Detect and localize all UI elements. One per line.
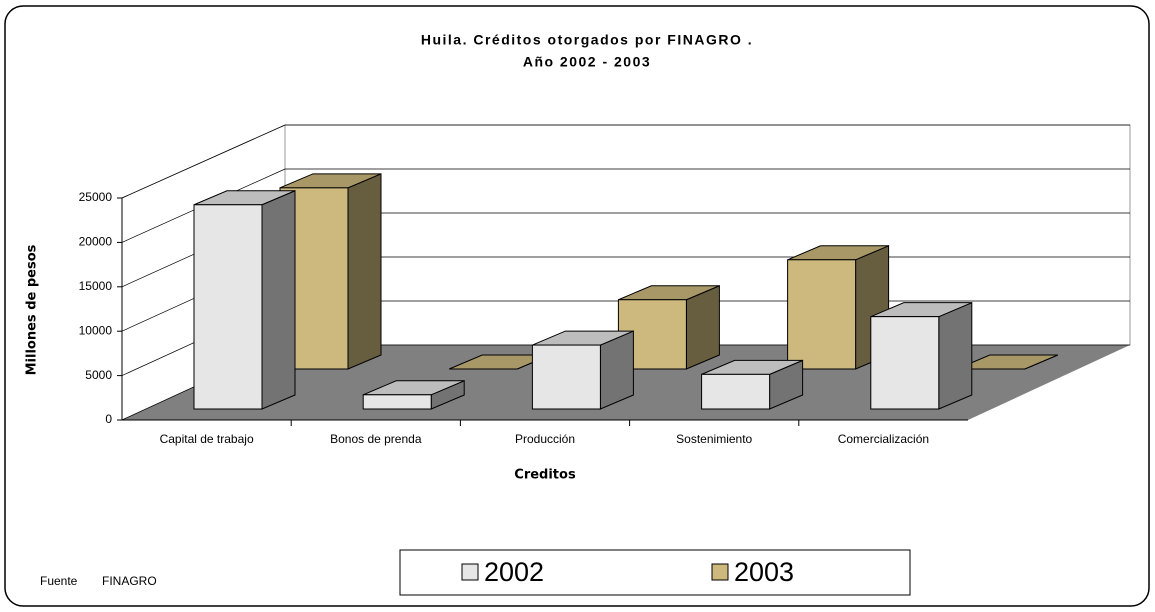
bar-front — [531, 344, 601, 410]
source-label: Fuente — [40, 574, 78, 588]
grid-line — [121, 124, 1130, 199]
bar-top — [956, 354, 1058, 370]
bar — [870, 301, 973, 410]
bar — [531, 330, 634, 410]
x-tick-label: Capital de trabajo — [160, 432, 254, 446]
grid-line — [121, 168, 1130, 243]
bar — [701, 359, 804, 410]
chart-title: Huila. Créditos otorgados por FINAGRO . — [421, 32, 753, 48]
x-axis-title: Creditos — [514, 468, 576, 483]
y-tick-label: 5000 — [85, 368, 112, 382]
bar — [956, 354, 1058, 370]
x-tick-label: Bonos de prenda — [330, 432, 422, 446]
y-tick-label: 15000 — [79, 279, 113, 293]
legend-label: 2002 — [484, 557, 544, 587]
bar-side — [685, 284, 720, 370]
bar-side — [347, 173, 382, 370]
source: FINAGRO — [102, 574, 157, 588]
legend-label: 2003 — [734, 557, 794, 587]
x-tick-label: Sostenimiento — [676, 432, 752, 446]
x-tick-label: Comercialización — [838, 432, 929, 446]
bar-front — [787, 259, 857, 370]
x-tick-label: Producción — [515, 432, 575, 446]
legend — [399, 549, 911, 596]
chart-subtitle: Año 2002 - 2003 — [523, 54, 651, 70]
bar-side — [938, 301, 973, 410]
bar — [193, 190, 296, 410]
y-axis-title: Millones de pesos — [25, 244, 40, 375]
y-tick-label: 10000 — [79, 323, 113, 337]
legend-swatch — [711, 563, 729, 581]
bars — [193, 173, 1058, 410]
bar-front — [870, 316, 940, 410]
legend-swatch — [461, 563, 479, 581]
legend-items: 2002 2003 — [461, 557, 794, 587]
y-tick-label: 25000 — [79, 190, 113, 204]
y-tick-label: 0 — [105, 412, 112, 426]
bar — [362, 380, 465, 410]
bar-front — [701, 373, 771, 410]
bar-front — [362, 394, 432, 410]
y-tick-label: 20000 — [79, 235, 113, 249]
bar-side — [261, 190, 296, 410]
bar-front — [193, 204, 263, 410]
